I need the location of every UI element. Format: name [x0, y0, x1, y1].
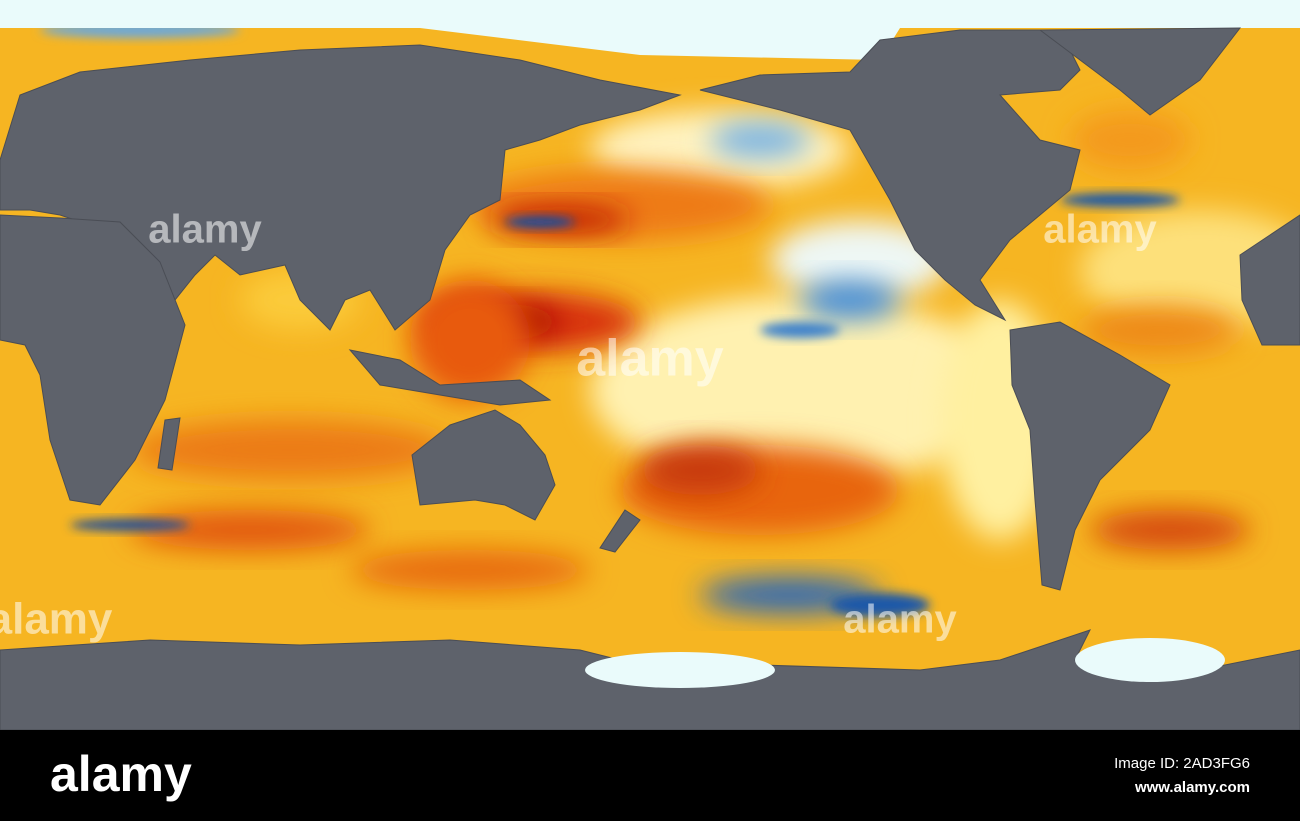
shelf-ice [585, 652, 775, 688]
new-zealand [599, 509, 641, 553]
watermark: alamy [0, 595, 113, 644]
image-id: Image ID: 2AD3FG6 [1114, 755, 1250, 772]
footer-logo: alamy [50, 746, 192, 802]
anomaly-blob [410, 280, 530, 400]
anomaly-blob [760, 322, 840, 338]
anomaly-blob [770, 220, 950, 300]
watermark: alamy [148, 208, 262, 252]
indonesia [348, 349, 552, 406]
anomaly-blob [1060, 193, 1180, 207]
anomaly-blob [505, 216, 575, 228]
arctic-ice [0, 0, 1300, 28]
anomaly-blob [800, 280, 900, 320]
anomaly-blob [130, 420, 450, 480]
shelf-ice [1075, 638, 1225, 682]
anomaly-blob [70, 519, 190, 531]
australia [411, 409, 556, 521]
watermark: alamy [843, 598, 957, 642]
anomaly-blob [130, 510, 370, 550]
anomaly-blob [1080, 305, 1240, 355]
anomaly-blob [1090, 510, 1250, 550]
watermarks: alamy alamy alamy alamy alamy [0, 208, 1157, 644]
anomaly-blob [710, 122, 810, 158]
watermark: alamy [576, 330, 724, 388]
footer-bar [0, 730, 1300, 821]
map: alamy alamy alamy alamy alamy [0, 0, 1300, 730]
greenland [1038, 27, 1242, 116]
anomaly-blob [350, 550, 590, 590]
anomaly-blob [830, 593, 930, 617]
europe-africa-east [1239, 214, 1300, 346]
watermark: alamy [1043, 208, 1157, 252]
footer-url: www.alamy.com [1134, 779, 1250, 796]
anomaly-blob [590, 295, 1010, 485]
south-america [1009, 321, 1171, 591]
africa [0, 214, 186, 506]
north-america [699, 29, 1081, 322]
anomaly-blob [640, 445, 760, 495]
arctic-ice [0, 28, 900, 60]
madagascar [157, 417, 181, 471]
anomaly-blob [1070, 110, 1190, 170]
